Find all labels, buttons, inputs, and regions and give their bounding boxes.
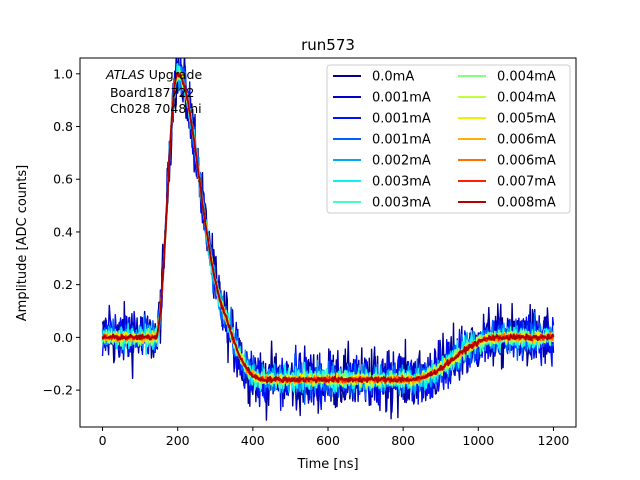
annotation-line-3: Ch028 7048 hi bbox=[106, 101, 202, 116]
y-tick-label: 0.0 bbox=[53, 330, 73, 345]
legend-label: 0.004mA bbox=[497, 70, 556, 85]
annotation-upgrade: Upgrade bbox=[145, 67, 203, 82]
legend-box bbox=[326, 64, 571, 214]
legend-label: 0.002mA bbox=[372, 154, 431, 169]
legend-label: 0.003mA bbox=[372, 196, 431, 211]
legend-label: 0.001mA bbox=[372, 133, 431, 148]
x-axis: 0 200 400 600 800 1000 1200 bbox=[99, 427, 570, 448]
x-tick-label: 0 bbox=[99, 433, 107, 448]
legend-label: 0.008mA bbox=[497, 196, 556, 211]
annotation-line-1: ATLAS Upgrade bbox=[105, 67, 202, 82]
legend-label: 0.001mA bbox=[372, 112, 431, 127]
y-tick-label: 0.6 bbox=[53, 172, 73, 187]
y-tick-label: 0.2 bbox=[53, 277, 73, 292]
series-line bbox=[101, 58, 555, 411]
legend-label: 0.003mA bbox=[372, 175, 431, 190]
legend-label: 0.005mA bbox=[497, 112, 556, 127]
chart-title: run573 bbox=[301, 36, 355, 54]
legend-label: 0.006mA bbox=[497, 154, 556, 169]
y-axis: −0.2 0.0 0.2 0.4 0.6 0.8 1.0 bbox=[43, 66, 80, 398]
y-tick-label: 0.4 bbox=[53, 224, 73, 239]
series-lines bbox=[101, 58, 555, 421]
legend-label: 0.001mA bbox=[372, 91, 431, 106]
legend-label: 0.006mA bbox=[497, 133, 556, 148]
atlas-annotation: ATLAS Upgrade Board187722 Ch028 7048 hi bbox=[105, 67, 202, 116]
legend-label: 0.0mA bbox=[372, 70, 414, 85]
x-tick-label: 1200 bbox=[538, 433, 570, 448]
y-tick-label: −0.2 bbox=[43, 383, 73, 398]
x-tick-label: 600 bbox=[316, 433, 340, 448]
x-tick-label: 800 bbox=[391, 433, 415, 448]
x-axis-label: Time [ns] bbox=[296, 457, 358, 472]
y-axis-label: Amplitude [ADC counts] bbox=[15, 165, 30, 321]
annotation-line-2: Board187722 bbox=[106, 85, 194, 100]
x-tick-label: 200 bbox=[166, 433, 190, 448]
y-tick-label: 1.0 bbox=[53, 66, 73, 81]
x-tick-label: 1000 bbox=[462, 433, 494, 448]
x-tick-label: 400 bbox=[241, 433, 265, 448]
annotation-atlas: ATLAS bbox=[105, 67, 145, 82]
legend-label: 0.007mA bbox=[497, 175, 556, 190]
y-tick-label: 0.8 bbox=[53, 119, 73, 134]
legend: 0.0mA 0.001mA 0.001mA 0.001mA 0.002mA 0.003mA… bbox=[326, 64, 571, 214]
legend-label: 0.004mA bbox=[497, 91, 556, 106]
series-line bbox=[101, 72, 555, 384]
